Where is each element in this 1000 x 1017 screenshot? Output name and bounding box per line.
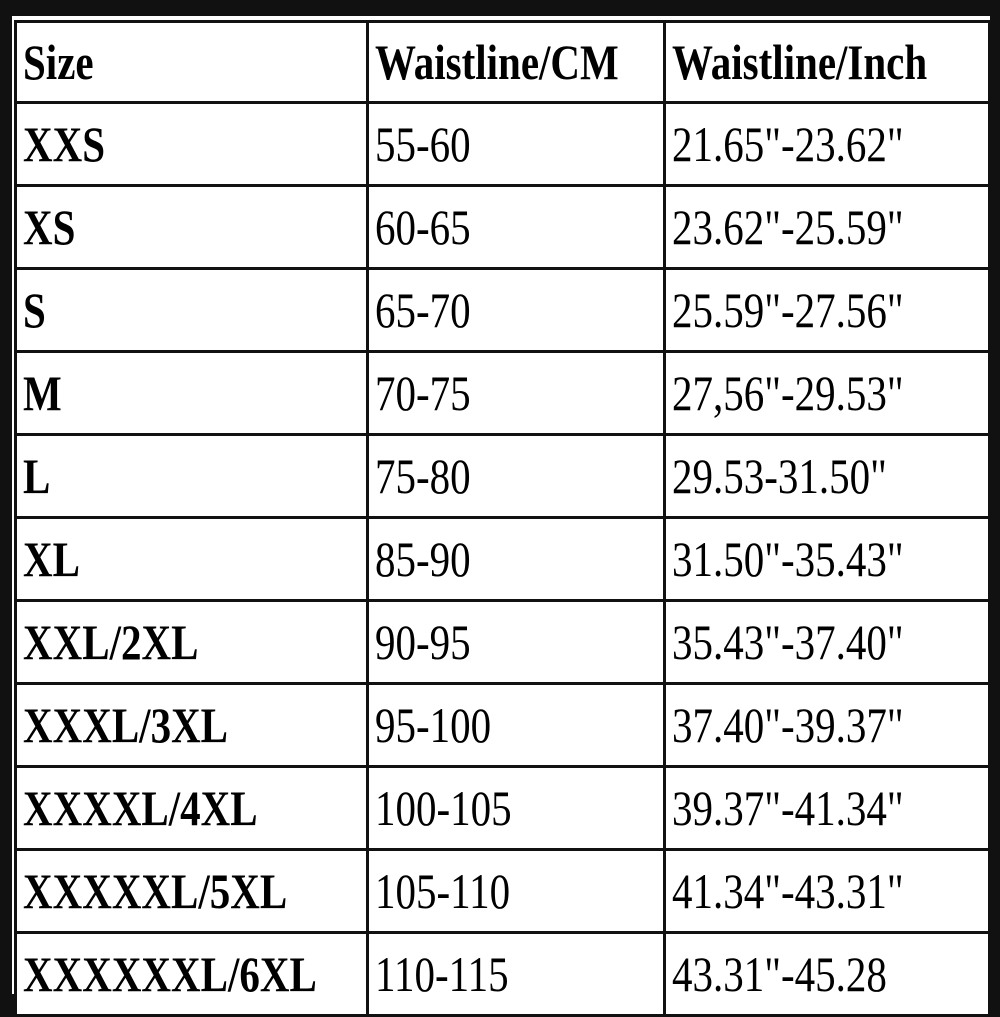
size-cell: S [14,267,369,353]
waistline-inch-cell: 21.65"-23.62" [663,101,991,187]
waistline-inch-cell: 35.43"-37.40" [663,599,991,685]
table-row: XXS 55-60 21.65"-23.62" [14,101,991,187]
size-cell: XXXXXXL/6XL [14,931,369,1017]
table-row: S 65-70 25.59"-27.56" [14,267,991,353]
waistline-cm-cell: 100-105 [366,765,666,851]
waistline-inch-cell: 23.62"-25.59" [663,184,991,270]
size-cell: XS [14,184,369,270]
waistline-inch-cell: 39.37"-41.34" [663,765,991,851]
waistline-cm-cell: 60-65 [366,184,666,270]
size-cell: XXXXXL/5XL [14,848,369,934]
waistline-cm-cell: 105-110 [366,848,666,934]
waistline-cm-cell: 95-100 [366,682,666,768]
table-row: XXL/2XL 90-95 35.43"-37.40" [14,599,991,685]
size-cell: M [14,350,369,436]
size-cell: XXXXL/4XL [14,765,369,851]
waistline-inch-cell: 29.53-31.50" [663,433,991,519]
waistline-cm-cell: 90-95 [366,599,666,685]
waistline-cm-cell: 75-80 [366,433,666,519]
waistline-cm-cell: 85-90 [366,516,666,602]
size-chart-table: Size Waistline/CM Waistline/Inch XXS 55-6… [14,20,991,1017]
waistline-cm-cell: 70-75 [366,350,666,436]
table-row: XXXL/3XL 95-100 37.40"-39.37" [14,682,991,768]
size-cell: XL [14,516,369,602]
table-row: XL 85-90 31.50"-35.43" [14,516,991,602]
waistline-inch-cell: 41.34"-43.31" [663,848,991,934]
header-waistline-cm: Waistline/CM [366,20,666,104]
table-row: L 75-80 29.53-31.50" [14,433,991,519]
waistline-cm-cell: 110-115 [366,931,666,1017]
waistline-inch-cell: 25.59"-27.56" [663,267,991,353]
waistline-inch-cell: 37.40"-39.37" [663,682,991,768]
header-waistline-inch: Waistline/Inch [663,20,991,104]
waistline-inch-cell: 27,56"-29.53" [663,350,991,436]
table-row: XXXXXL/5XL 105-110 41.34"-43.31" [14,848,991,934]
size-cell: XXXL/3XL [14,682,369,768]
table-row: XXXXL/4XL 100-105 39.37"-41.34" [14,765,991,851]
waistline-cm-cell: 55-60 [366,101,666,187]
header-row: Size Waistline/CM Waistline/Inch [14,20,991,104]
table-row: XXXXXXL/6XL 110-115 43.31"-45.28 [14,931,991,1017]
waistline-cm-cell: 65-70 [366,267,666,353]
table-row: M 70-75 27,56"-29.53" [14,350,991,436]
table-row: XS 60-65 23.62"-25.59" [14,184,991,270]
size-cell: L [14,433,369,519]
size-cell: XXS [14,101,369,187]
waistline-inch-cell: 31.50"-35.43" [663,516,991,602]
header-size: Size [14,20,369,104]
waistline-inch-cell: 43.31"-45.28 [663,931,991,1017]
size-cell: XXL/2XL [14,599,369,685]
